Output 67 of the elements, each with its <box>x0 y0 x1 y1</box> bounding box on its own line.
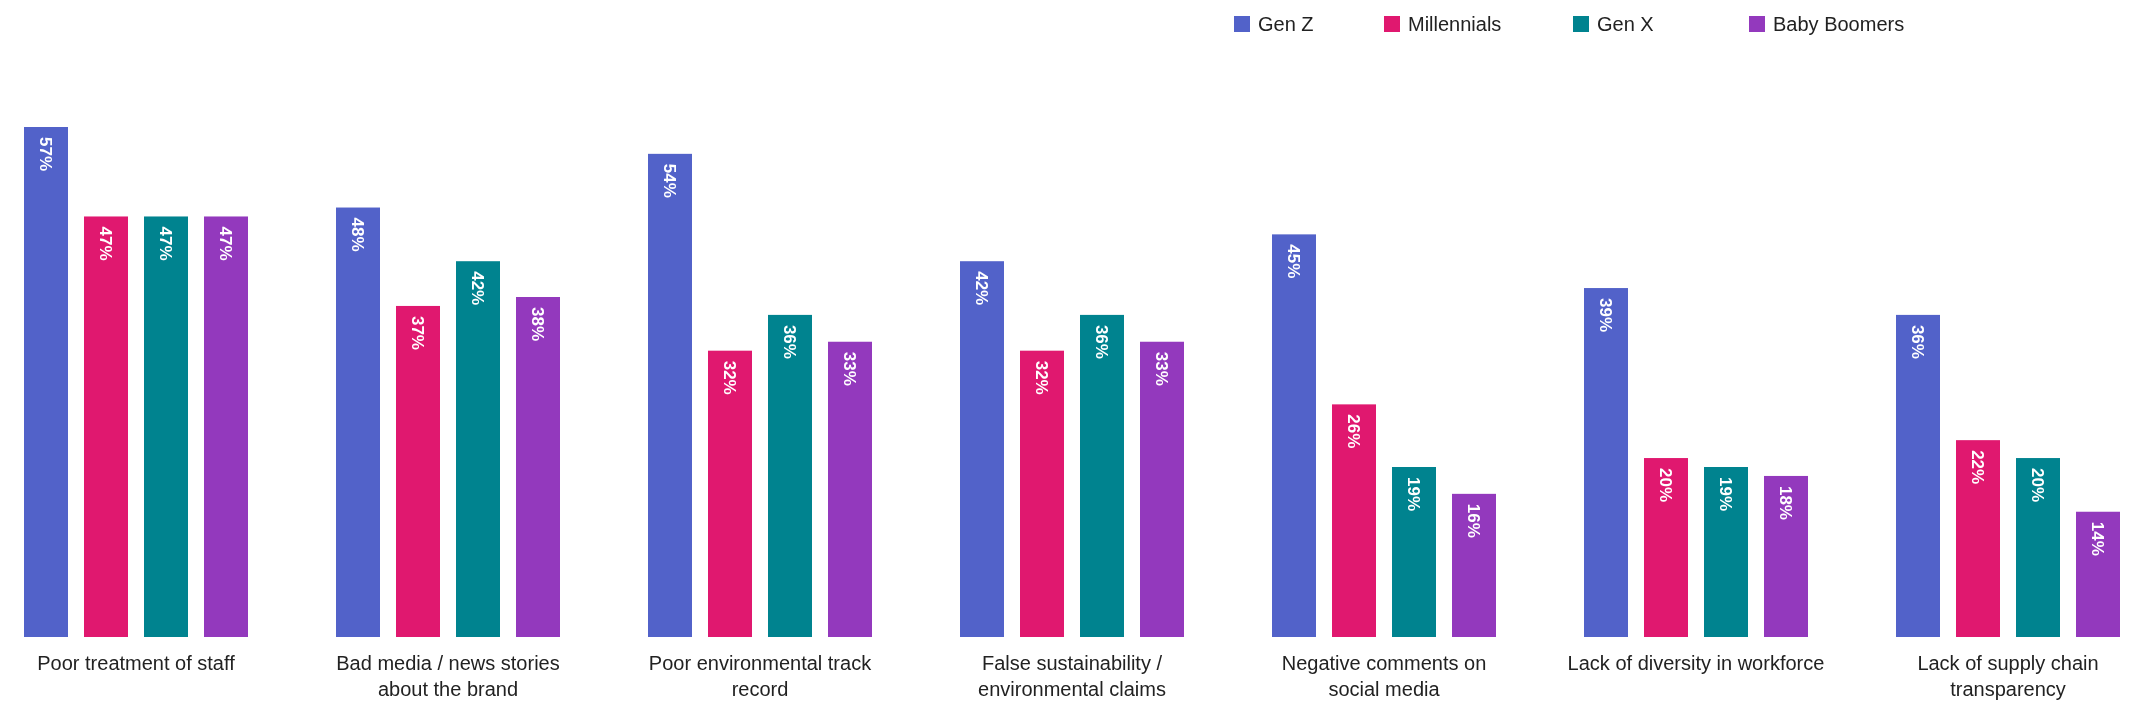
bar <box>456 261 500 637</box>
data-label: 19% <box>1716 477 1736 512</box>
data-label: 45% <box>1284 244 1304 279</box>
data-label: 42% <box>972 271 992 306</box>
data-label: 32% <box>1032 360 1052 395</box>
bar <box>24 127 68 637</box>
data-label: 37% <box>408 315 428 350</box>
legend-label: Baby Boomers <box>1773 13 1905 35</box>
bar <box>1644 458 1688 637</box>
data-label: 26% <box>1344 414 1364 449</box>
data-label: 36% <box>1908 324 1928 359</box>
data-label: 48% <box>348 217 368 252</box>
data-label: 16% <box>1464 503 1484 538</box>
legend-label: Gen Z <box>1258 13 1314 35</box>
bar <box>204 216 248 637</box>
bar <box>1452 493 1496 637</box>
data-label: 47% <box>216 226 236 261</box>
x-tick-label: Lack of supply chain transparency <box>1917 652 2099 700</box>
data-label: 18% <box>1776 485 1796 520</box>
data-label: 36% <box>1092 324 1112 359</box>
bar <box>960 261 1004 637</box>
data-label: 54% <box>660 163 680 198</box>
data-label: 33% <box>840 351 860 386</box>
bar <box>336 207 380 637</box>
data-label: 20% <box>2028 468 2048 503</box>
bar <box>2076 511 2120 637</box>
legend-label: Gen X <box>1597 13 1654 35</box>
legend-label: Millennials <box>1408 13 1502 35</box>
bar <box>1080 314 1124 637</box>
bar <box>1956 440 2000 637</box>
data-label: 39% <box>1596 298 1616 333</box>
x-tick-label: Poor treatment of staff <box>37 652 236 674</box>
bar <box>648 153 692 637</box>
data-label: 36% <box>780 324 800 359</box>
bar <box>828 341 872 637</box>
bar <box>84 216 128 637</box>
bar <box>144 216 188 637</box>
bar <box>1584 288 1628 637</box>
data-label: 33% <box>1152 351 1172 386</box>
data-label: 32% <box>720 360 740 395</box>
data-label: 14% <box>2088 521 2108 556</box>
bar <box>516 297 560 637</box>
x-tick-label: False sustainability / environmental claims <box>978 652 1166 700</box>
data-label: 47% <box>96 226 116 261</box>
data-label: 19% <box>1404 477 1424 512</box>
bar <box>708 350 752 637</box>
bar <box>1140 341 1184 637</box>
bar <box>1896 314 1940 637</box>
bar <box>1764 475 1808 637</box>
data-label: 47% <box>156 226 176 261</box>
bar <box>768 314 812 637</box>
x-tick-label: Bad media / news stories about the brand <box>336 652 560 700</box>
data-label: 22% <box>1968 450 1988 485</box>
x-tick-label: Poor environmental track record <box>648 652 873 700</box>
bar <box>1020 350 1064 637</box>
bar <box>1704 467 1748 637</box>
data-label: 57% <box>36 137 56 172</box>
bar <box>1272 234 1316 637</box>
x-tick-label: Negative comments on social media <box>1281 652 1487 700</box>
bar <box>1392 467 1436 637</box>
bar <box>1332 404 1376 637</box>
data-label: 38% <box>528 307 548 342</box>
bar <box>2016 458 2060 637</box>
bar <box>396 305 440 637</box>
data-label: 20% <box>1656 468 1676 503</box>
x-tick-label: Lack of diversity in workforce <box>1567 652 1825 674</box>
data-label: 42% <box>468 271 488 306</box>
